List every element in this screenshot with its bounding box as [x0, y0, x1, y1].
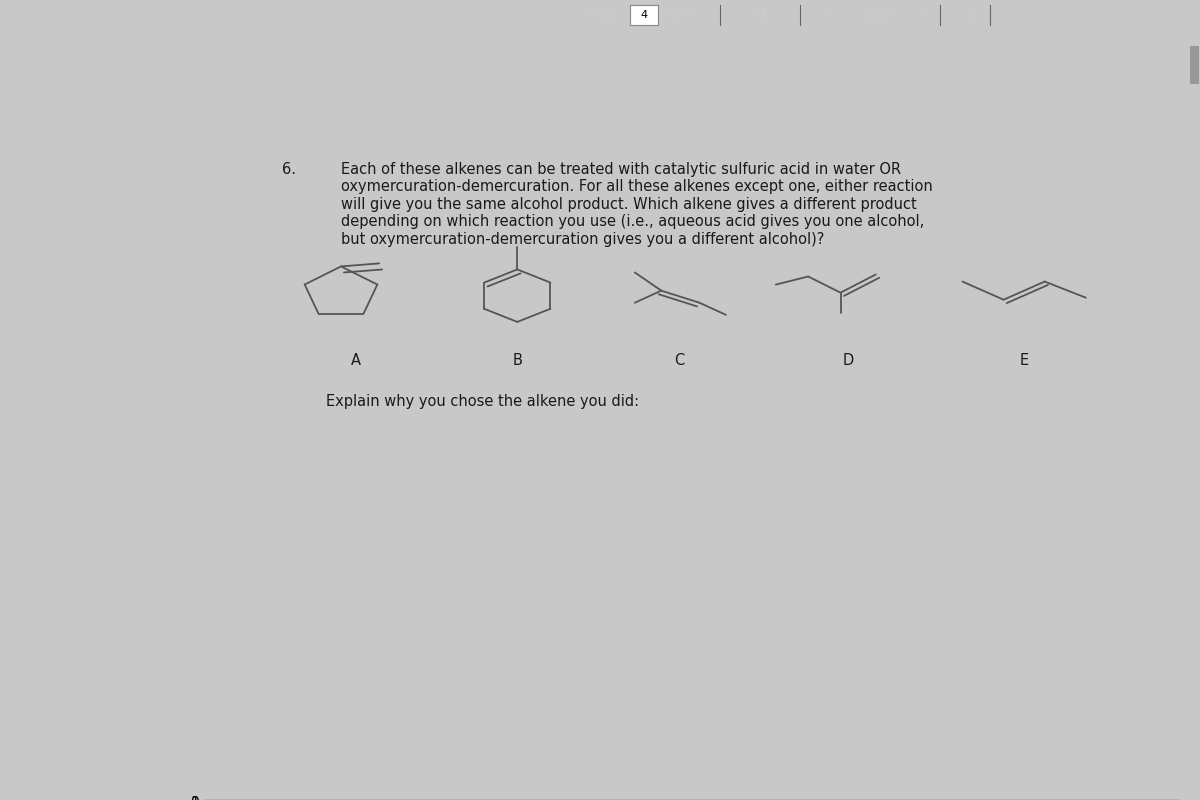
Text: <: < [620, 10, 630, 20]
Text: ↺: ↺ [754, 8, 766, 22]
Text: ⤢: ⤢ [966, 9, 973, 22]
Text: B: B [512, 353, 522, 368]
Text: +: + [914, 8, 926, 22]
Text: depending on which reaction you use (i.e., aqueous acid gives you one alcohol,: depending on which reaction you use (i.e… [341, 214, 924, 230]
Text: D: D [842, 353, 853, 368]
Text: 4: 4 [641, 10, 648, 20]
Text: will give you the same alcohol product. Which alkene gives a different product: will give you the same alcohol product. … [341, 197, 917, 212]
Text: ZOOM: ZOOM [864, 10, 896, 20]
Bar [1190, 46, 1199, 84]
Text: Each of these alkenes can be treated with catalytic sulfuric acid in water OR: Each of these alkenes can be treated wit… [341, 162, 901, 177]
Text: Page: Page [590, 10, 616, 20]
Text: 6.: 6. [282, 162, 296, 177]
Text: Explain why you chose the alkene you did:: Explain why you chose the alkene you did… [326, 394, 640, 409]
Text: C: C [673, 353, 684, 368]
FancyBboxPatch shape [630, 5, 658, 26]
Text: >: > [660, 10, 670, 20]
Text: oxymercuration-demercuration. For all these alkenes except one, either reaction: oxymercuration-demercuration. For all th… [341, 179, 932, 194]
Text: E: E [1020, 353, 1028, 368]
Text: of 7: of 7 [674, 10, 695, 20]
Text: —: — [823, 9, 836, 22]
Text: but oxymercuration-demercuration gives you a different alcohol)?: but oxymercuration-demercuration gives y… [341, 232, 824, 247]
Text: A: A [350, 353, 361, 368]
